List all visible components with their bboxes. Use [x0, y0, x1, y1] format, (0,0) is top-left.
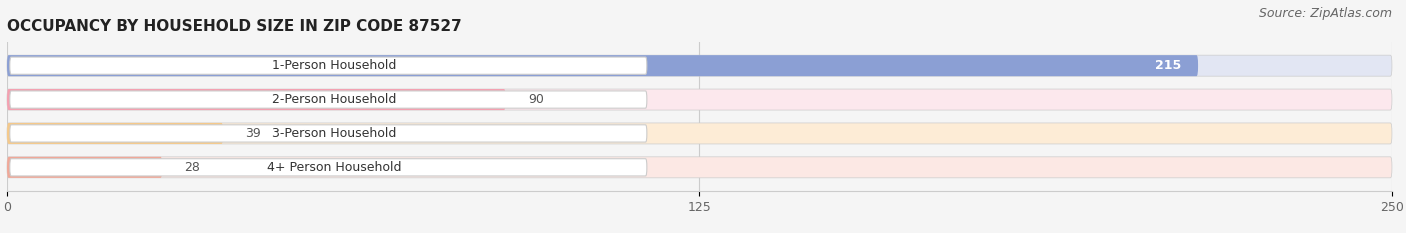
Text: 215: 215 [1156, 59, 1181, 72]
FancyBboxPatch shape [7, 89, 1392, 110]
Text: 1-Person Household: 1-Person Household [271, 59, 396, 72]
Text: 90: 90 [527, 93, 544, 106]
Text: OCCUPANCY BY HOUSEHOLD SIZE IN ZIP CODE 87527: OCCUPANCY BY HOUSEHOLD SIZE IN ZIP CODE … [7, 19, 461, 34]
FancyBboxPatch shape [7, 157, 1392, 178]
FancyBboxPatch shape [10, 159, 647, 176]
FancyBboxPatch shape [10, 57, 647, 74]
FancyBboxPatch shape [10, 125, 647, 142]
FancyBboxPatch shape [7, 157, 162, 178]
Text: 28: 28 [184, 161, 200, 174]
FancyBboxPatch shape [7, 55, 1198, 76]
Text: 3-Person Household: 3-Person Household [271, 127, 396, 140]
Text: Source: ZipAtlas.com: Source: ZipAtlas.com [1258, 7, 1392, 20]
Text: 39: 39 [245, 127, 262, 140]
Text: 4+ Person Household: 4+ Person Household [267, 161, 401, 174]
FancyBboxPatch shape [7, 89, 506, 110]
Text: 2-Person Household: 2-Person Household [271, 93, 396, 106]
FancyBboxPatch shape [10, 91, 647, 108]
FancyBboxPatch shape [7, 55, 1392, 76]
FancyBboxPatch shape [7, 123, 224, 144]
FancyBboxPatch shape [7, 123, 1392, 144]
